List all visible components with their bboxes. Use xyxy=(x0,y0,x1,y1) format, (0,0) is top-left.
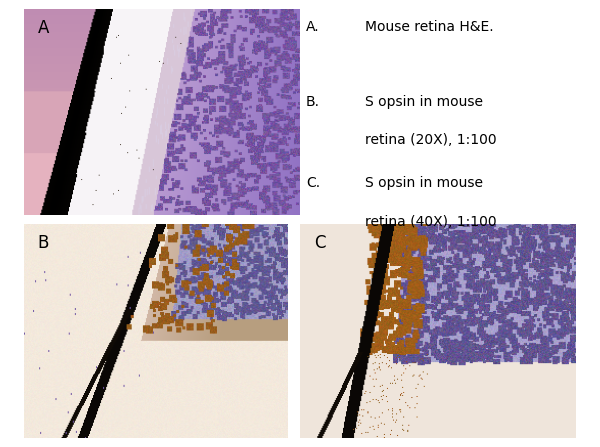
Text: S opsin in mouse: S opsin in mouse xyxy=(365,176,482,190)
Text: B.: B. xyxy=(306,95,320,109)
Text: A.: A. xyxy=(306,20,320,34)
Text: A: A xyxy=(38,19,49,37)
Text: retina (20X), 1:100: retina (20X), 1:100 xyxy=(365,133,496,148)
Text: Mouse retina H&E.: Mouse retina H&E. xyxy=(365,20,493,34)
Text: S opsin in mouse: S opsin in mouse xyxy=(365,95,482,109)
Text: retina (40X), 1:100: retina (40X), 1:100 xyxy=(365,215,496,229)
Text: C.: C. xyxy=(306,176,320,190)
Text: C: C xyxy=(314,234,325,252)
Text: B: B xyxy=(37,234,49,252)
